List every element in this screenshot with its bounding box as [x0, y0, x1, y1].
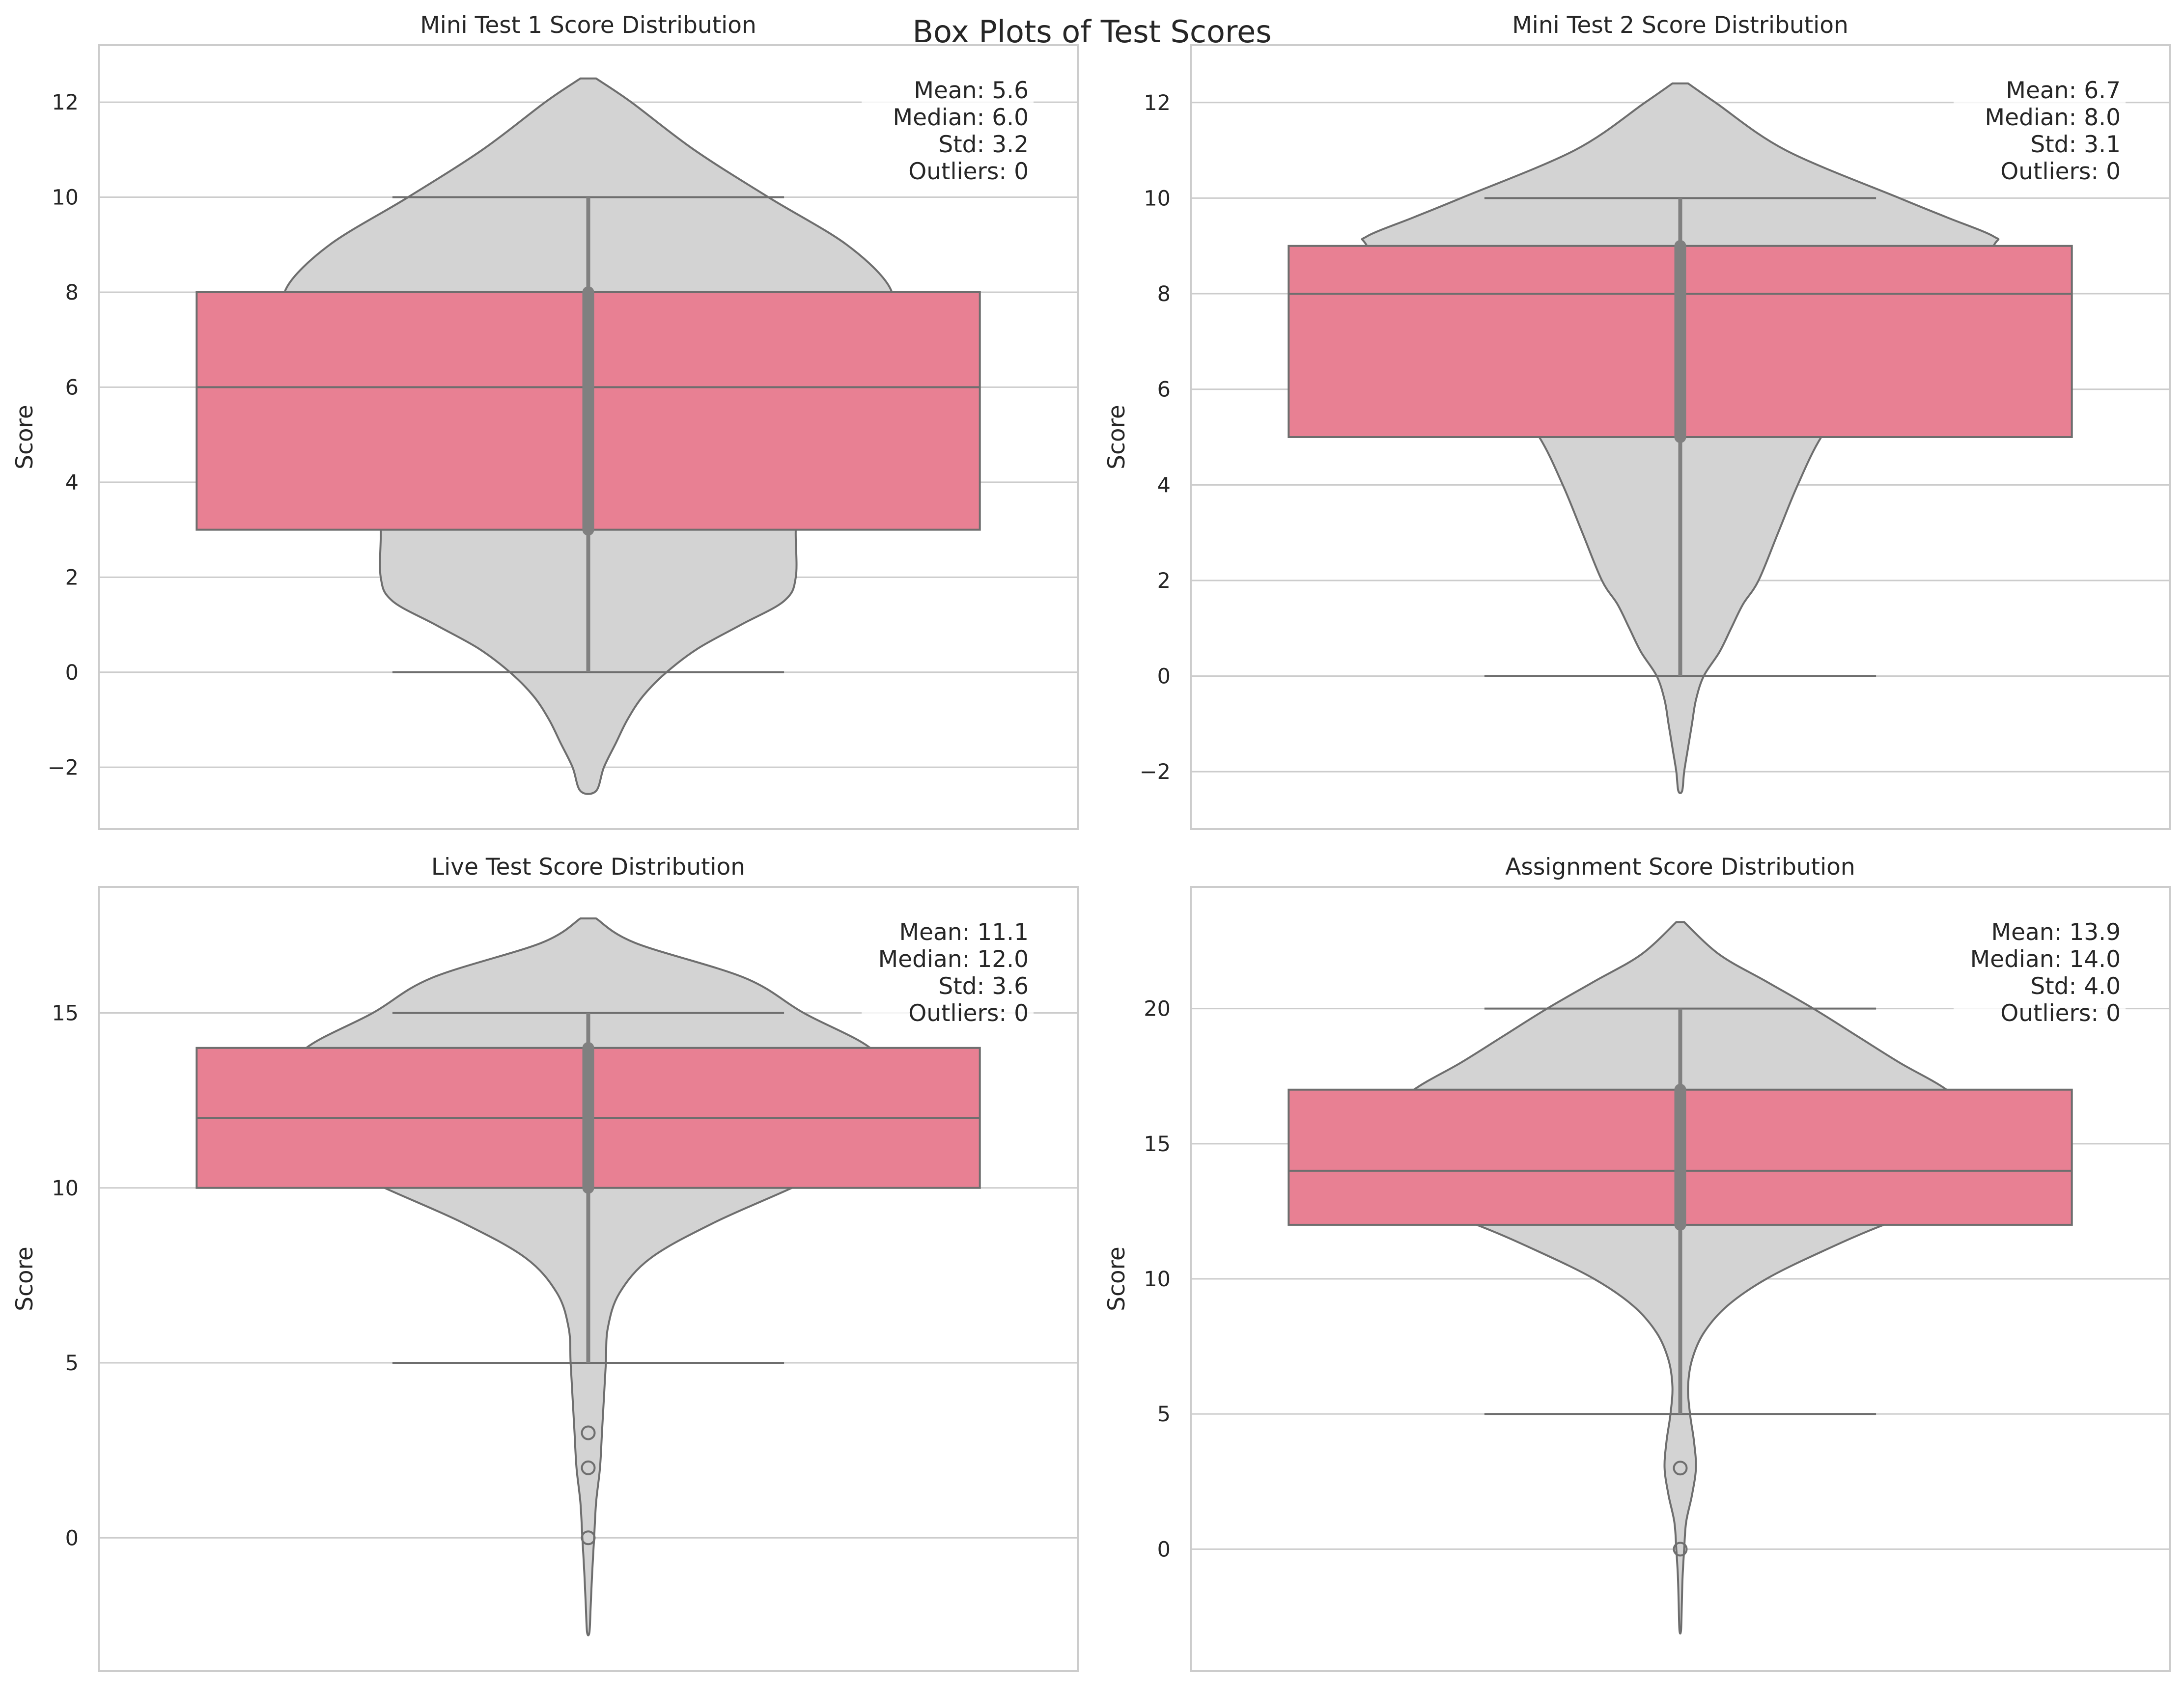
axes-frame — [98, 886, 1079, 1672]
stats-std: Std: 4.0 — [2030, 973, 2121, 1000]
y-tick-label: 10 — [52, 1176, 79, 1201]
outlier-point — [581, 1425, 596, 1440]
outlier-point — [1673, 1542, 1688, 1557]
stats-outliers: Outliers: 0 — [2000, 1000, 2121, 1027]
stats-mean: Mean: 5.6 — [914, 77, 1029, 104]
stats-box — [862, 74, 1034, 189]
y-tick-label: 0 — [65, 661, 79, 685]
y-tick-label: 6 — [65, 375, 79, 400]
y-tick-label: 5 — [1157, 1402, 1171, 1427]
subplot-2: −2 0 2 4 6 8 10 12 Mini Test 2 Score Distributio… — [1103, 12, 2171, 830]
subplot-title: Mini Test 2 Score Distribution — [1512, 12, 1848, 39]
stats-std: Std: 3.6 — [938, 973, 1029, 1000]
stats-mean: Mean: 13.9 — [1991, 919, 2121, 946]
axes-frame — [98, 44, 1079, 830]
y-tick-label: −2 — [48, 755, 79, 780]
y-tick-label: 8 — [65, 280, 79, 305]
stats-median: Median: 6.0 — [893, 104, 1029, 131]
y-axis-label: Score — [1103, 405, 1130, 470]
subplot-title: Assignment Score Distribution — [1505, 854, 1855, 881]
stats-outliers: Outliers: 0 — [2000, 158, 2121, 185]
y-tick-label: 15 — [1144, 1132, 1171, 1157]
y-tick-label: 12 — [1144, 91, 1171, 115]
stats-box — [1954, 915, 2126, 1031]
outlier-point — [581, 1460, 596, 1475]
figure-title: Box Plots of Test Scores — [912, 14, 1271, 50]
y-tick-label: 12 — [52, 90, 79, 115]
y-tick-label: 8 — [1157, 282, 1171, 306]
y-tick-label: 4 — [1157, 473, 1171, 498]
subplot-title: Mini Test 1 Score Distribution — [420, 12, 756, 39]
y-tick-label: −2 — [1140, 760, 1171, 784]
y-tick-label: 5 — [65, 1351, 79, 1376]
y-tick-label: 0 — [65, 1526, 79, 1550]
y-tick-label: 15 — [52, 1001, 79, 1026]
y-tick-label: 10 — [1144, 186, 1171, 211]
subplot-1: −2 0 2 4 6 8 10 12 Mini Test 1 Score Distributio… — [11, 12, 1079, 830]
y-axis-label: Score — [11, 405, 38, 470]
y-tick-label: 10 — [1144, 1267, 1171, 1292]
y-tick-label: 0 — [1157, 664, 1171, 689]
y-axis-label: Score — [1103, 1246, 1130, 1311]
y-axis-label: Score — [11, 1246, 38, 1311]
outlier-point — [1673, 1461, 1688, 1476]
stats-box — [1954, 74, 2126, 189]
axes-frame — [1190, 44, 2171, 830]
stats-outliers: Outliers: 0 — [908, 1000, 1029, 1027]
y-tick-label: 2 — [65, 565, 79, 590]
stats-std: Std: 3.1 — [2030, 131, 2121, 158]
y-tick-label: 20 — [1144, 997, 1171, 1022]
y-tick-label: 0 — [1157, 1537, 1171, 1562]
stats-std: Std: 3.2 — [938, 131, 1029, 158]
stats-median: Median: 14.0 — [1970, 946, 2121, 973]
subplot-3: 0 5 10 15 Live Test Score Distribution Score M… — [11, 854, 1079, 1672]
stats-median: Median: 12.0 — [878, 946, 1029, 973]
stats-median: Median: 8.0 — [1985, 104, 2121, 131]
axes-frame — [1190, 886, 2171, 1672]
stats-mean: Mean: 11.1 — [899, 919, 1029, 946]
y-tick-label: 10 — [52, 186, 79, 210]
stats-box — [862, 915, 1034, 1031]
y-tick-label: 4 — [65, 470, 79, 495]
y-tick-label: 2 — [1157, 569, 1171, 593]
stats-mean: Mean: 6.7 — [2006, 77, 2121, 104]
y-tick-label: 6 — [1157, 378, 1171, 402]
stats-outliers: Outliers: 0 — [908, 158, 1029, 185]
outlier-point — [581, 1530, 596, 1546]
subplot-title: Live Test Score Distribution — [431, 854, 745, 881]
subplot-4: 0 5 10 15 20 Assignment Score Distribution Sco… — [1103, 854, 2171, 1672]
